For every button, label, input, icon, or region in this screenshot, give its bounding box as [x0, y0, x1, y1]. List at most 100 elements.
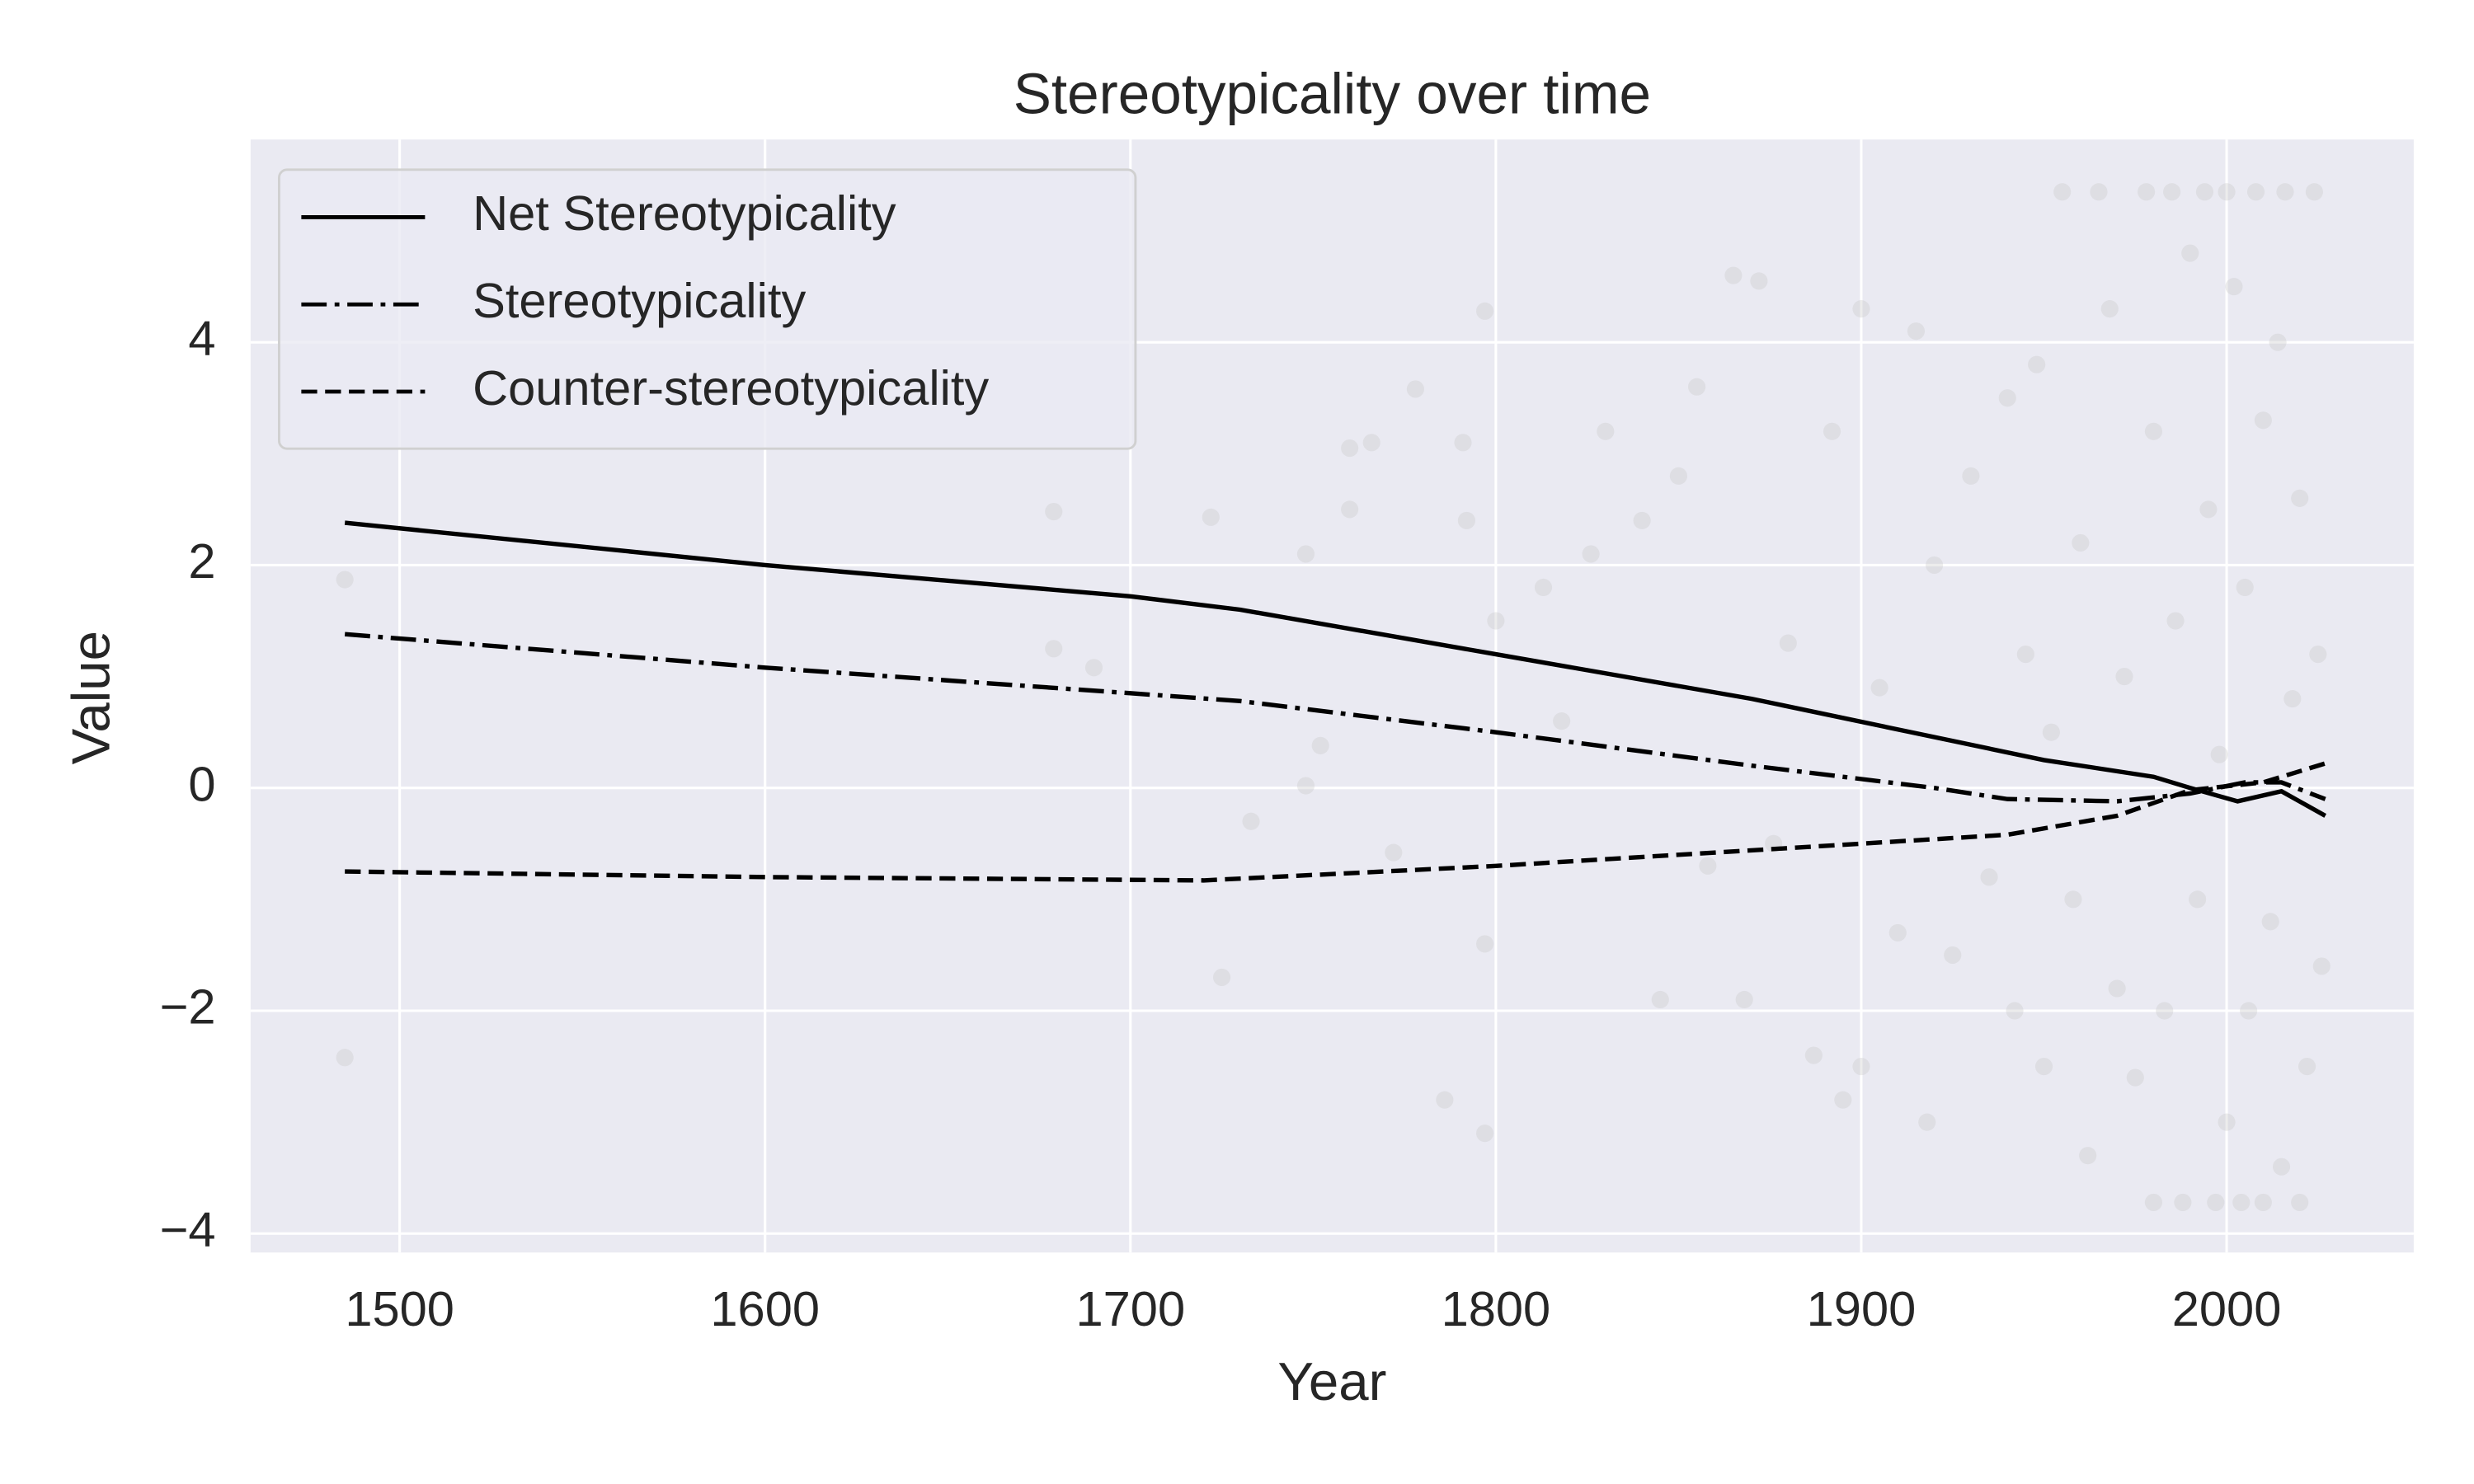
scatter-point [2272, 1158, 2291, 1176]
x-tick-label: 1600 [710, 1281, 820, 1336]
scatter-point [2034, 1057, 2053, 1076]
scatter-point [2254, 411, 2272, 430]
scatter-point [2199, 500, 2218, 519]
scatter-point [2261, 913, 2279, 931]
scatter-point [1212, 968, 1231, 987]
x-tick-label: 1700 [1075, 1281, 1185, 1336]
scatter-point [2126, 1068, 2144, 1087]
x-tick-label: 1900 [1807, 1281, 1917, 1336]
scatter-point [2144, 1193, 2163, 1211]
scatter-point [2163, 183, 2181, 201]
scatter-point [2298, 1057, 2316, 1076]
scatter-point [1242, 812, 1260, 830]
scatter-point [1699, 857, 1717, 875]
scatter-point [1651, 990, 1669, 1009]
scatter-point [1669, 467, 1688, 485]
scatter-point [1823, 422, 1841, 440]
y-axis-label: Value [61, 631, 121, 764]
y-tick-label: −2 [160, 979, 216, 1035]
scatter-point [2166, 612, 2185, 630]
scatter-point [1045, 503, 1063, 521]
scatter-point [1834, 1091, 1852, 1109]
scatter-point [2138, 183, 2156, 201]
scatter-point [2072, 533, 2090, 552]
scatter-point [1476, 935, 1494, 953]
scatter-point [2079, 1147, 2097, 1165]
lines [344, 520, 2327, 883]
scatter-point [1735, 990, 1753, 1009]
scatter-point [2028, 355, 2046, 373]
scatter-point [2042, 723, 2060, 741]
scatter-point [2100, 300, 2119, 318]
scatter-point [1476, 302, 1494, 320]
scatter-point [1436, 1091, 1454, 1109]
scatter-point [1926, 556, 1944, 575]
scatter-point [1296, 777, 1315, 795]
scatter-point [1045, 640, 1063, 658]
scatter-point [1385, 843, 1403, 862]
scatter-point [1852, 300, 1870, 318]
x-tick-label: 2000 [2172, 1281, 2282, 1336]
scatter-point [2181, 244, 2199, 262]
scatter-point [2305, 183, 2323, 201]
x-tick-label: 1800 [1442, 1281, 1551, 1336]
scatter-point [1084, 659, 1103, 677]
scatter-point [1888, 923, 1907, 942]
x-axis-label: Year [1277, 1351, 1386, 1411]
scatter-point [1998, 389, 2016, 407]
scatter-point [2225, 278, 2243, 296]
scatter-point [1962, 467, 1980, 485]
scatter-point [1534, 578, 1553, 597]
scatter-point [2240, 1002, 2258, 1020]
scatter-point [2284, 690, 2302, 708]
scatter-point [2236, 578, 2254, 597]
scatter-point [1454, 434, 1472, 452]
scatter-point [2246, 183, 2265, 201]
scatter-point [2195, 183, 2214, 201]
y-tick-label: −4 [160, 1202, 216, 1257]
y-tick-label: 0 [188, 756, 215, 811]
scatter-point [1944, 946, 1962, 964]
y-tick-label: 2 [188, 533, 215, 589]
legend-label: Counter-stereotypicality [473, 360, 989, 416]
scatter-point [1582, 545, 1600, 563]
scatter-point [1296, 545, 1315, 563]
legend: Net Stereotypicality Stereotypicality Coun… [278, 168, 1137, 450]
x-tick-label: 1500 [345, 1281, 454, 1336]
scatter-point [1406, 380, 1424, 398]
scatter-point [2309, 645, 2327, 664]
scatter-point [1311, 736, 1329, 754]
scatter-point [1341, 439, 1359, 458]
scatter-point [1457, 511, 1476, 529]
scatter-point [1487, 612, 1505, 630]
scatter-point [2218, 1113, 2236, 1131]
line-series [345, 761, 2326, 883]
scatter-point [2156, 1002, 2174, 1020]
scatter-point [1918, 1113, 1936, 1131]
scatter-point [2144, 422, 2163, 440]
line-series [344, 520, 2327, 818]
y-tick-label: 4 [188, 311, 215, 366]
scatter-point [2174, 1193, 2192, 1211]
legend-label: Net Stereotypicality [473, 186, 896, 241]
legend-label: Stereotypicality [473, 273, 806, 328]
scatter-point [2291, 489, 2309, 507]
scatter-point [1553, 712, 1571, 730]
scatter-point [1907, 322, 1926, 340]
scatter-point [2115, 668, 2133, 686]
scatter-point [2053, 183, 2072, 201]
scatter-point [2006, 1002, 2024, 1020]
scatter-point [2090, 183, 2108, 201]
scatter-point [1779, 634, 1797, 652]
scatter-point [2254, 1193, 2272, 1211]
scatter-point [1804, 1046, 1823, 1064]
scatter-point [2207, 1193, 2225, 1211]
legend-box [278, 168, 1137, 450]
scatter-point [2269, 333, 2287, 351]
scatter-point [1870, 679, 1888, 697]
chart-title: Stereotypicality over time [1014, 62, 1651, 126]
scatter-point [1341, 500, 1359, 519]
scatter-point [2210, 745, 2228, 763]
